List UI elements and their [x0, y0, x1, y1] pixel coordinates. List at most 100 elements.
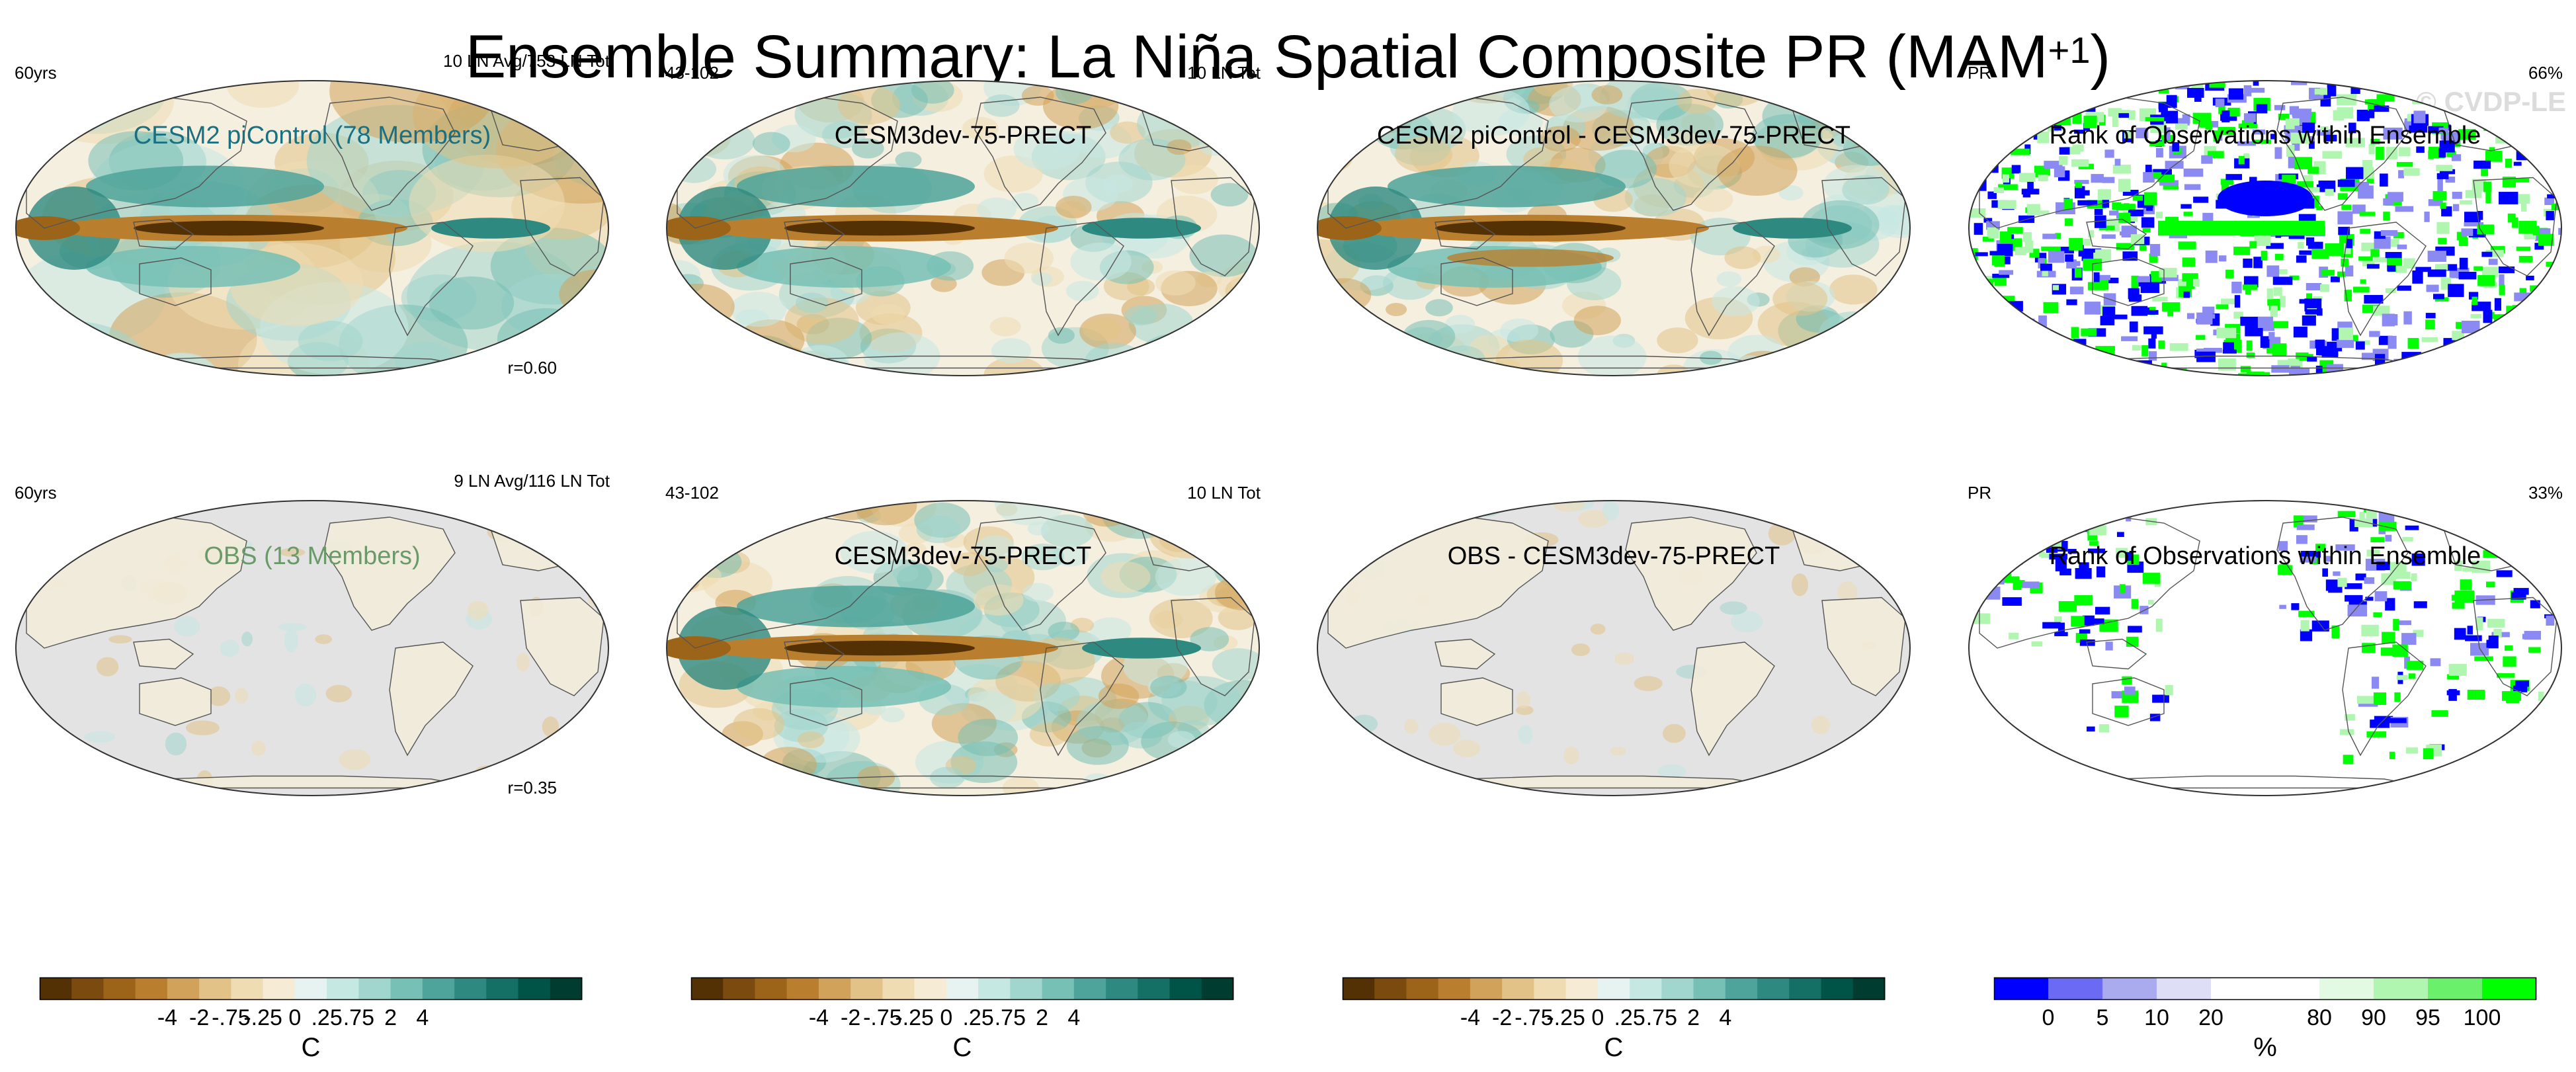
rank-cell — [2432, 190, 2447, 200]
rank-cell — [2455, 342, 2474, 349]
rank-cell — [2393, 581, 2411, 590]
rank-cell — [2488, 356, 2496, 364]
rank-cell — [2125, 552, 2133, 561]
atlantic-wet-band — [431, 218, 550, 239]
rank-cell — [2069, 286, 2084, 295]
anomaly-blob — [718, 81, 770, 114]
rank-cell — [2243, 153, 2250, 163]
rank-cell — [2094, 215, 2106, 228]
rank-cell — [2528, 137, 2543, 149]
rank-cell — [2448, 663, 2467, 676]
rank-cell — [2242, 284, 2257, 290]
rank-cell — [2062, 368, 2069, 376]
land-anomaly — [315, 634, 333, 644]
rank-cell — [2374, 105, 2389, 112]
rank-cell — [2042, 528, 2061, 542]
rank-cell — [2343, 755, 2354, 764]
anomaly-blob — [1199, 738, 1235, 761]
rank-cell — [2240, 316, 2259, 326]
rank-cell — [2436, 165, 2453, 171]
rank-cell — [2040, 263, 2052, 271]
rank-cell — [2128, 626, 2142, 633]
rank-cell — [2393, 231, 2404, 239]
anomaly-blob — [1111, 358, 1165, 376]
rank-cell — [2461, 320, 2480, 333]
anomaly-blob — [1040, 514, 1094, 548]
rank-cell — [2098, 369, 2106, 374]
rank-cell — [2538, 307, 2548, 315]
rank-cell — [2007, 559, 2023, 565]
rank-cell — [2341, 204, 2352, 210]
equatorial-dry-core — [1435, 220, 1626, 236]
rank-cell — [2158, 102, 2168, 112]
rank-cell — [2425, 319, 2435, 330]
anomaly-blob — [973, 584, 1024, 616]
variable-label: PR — [1968, 483, 1992, 503]
rank-cell — [2266, 265, 2280, 277]
rank-cell — [2452, 204, 2460, 212]
land-anomaly — [1731, 610, 1763, 633]
rank-cell — [2376, 146, 2384, 160]
rank-cell — [2155, 147, 2163, 158]
rank-cell — [2102, 200, 2110, 208]
land-anomaly — [516, 653, 530, 672]
rank-cell — [2452, 191, 2462, 199]
coastline-africa — [520, 177, 604, 276]
colorbar-swatches — [1342, 977, 1886, 1001]
rank-cell — [2022, 232, 2032, 242]
rank-cell — [2447, 674, 2460, 680]
rank-cell — [2464, 212, 2481, 226]
rank-cell — [2499, 192, 2518, 204]
rank-cell — [2087, 282, 2105, 290]
anomaly-blob — [669, 571, 700, 591]
rank-cell — [2467, 626, 2473, 635]
colorbar-swatch — [1852, 977, 1886, 1000]
colorbar-tick-label: 80 — [2307, 1005, 2332, 1030]
rank-cell — [1989, 251, 2006, 256]
rank-cell — [2445, 177, 2456, 183]
land-anomaly — [1791, 573, 1809, 597]
coastline-samerica — [1040, 222, 1124, 337]
rank-cell — [2519, 288, 2527, 296]
rank-cell — [2225, 269, 2234, 278]
rank-cell — [2184, 184, 2201, 190]
rank-cell — [2542, 157, 2552, 163]
rank-cell — [2098, 226, 2115, 231]
colorbar-swatch — [1406, 977, 1439, 1000]
rank-cell — [1998, 140, 2005, 151]
land-anomaly — [542, 716, 559, 737]
rank-cell — [2102, 177, 2115, 183]
panel-title: Rank of Observations within Ensemble — [2049, 122, 2481, 149]
rank-cell — [2074, 595, 2093, 606]
anomaly-blob — [559, 269, 608, 319]
rank-cell — [2333, 110, 2345, 121]
anomaly-blob — [1185, 763, 1259, 796]
rank-cell — [2345, 138, 2365, 147]
colorbar-swatch — [486, 977, 519, 1000]
rank-cell — [2183, 291, 2190, 298]
rank-cell — [2121, 336, 2138, 341]
rank-cell — [2467, 690, 2485, 700]
rank-cell — [2538, 233, 2554, 246]
rank-cell — [2358, 369, 2371, 376]
colorbar-swatch — [1201, 977, 1234, 1000]
rank-cell — [2528, 647, 2541, 653]
rank-cell — [2273, 287, 2282, 296]
rank-cell — [2041, 246, 2061, 251]
colorbar-swatch — [2157, 977, 2212, 1000]
rank-cell — [2485, 192, 2491, 204]
colorbar-tick-label: 5 — [2096, 1005, 2109, 1030]
rank-cell — [2518, 220, 2537, 234]
rank-cell — [2373, 692, 2387, 705]
anomaly-blob — [1317, 98, 1349, 121]
rank-cell — [2378, 530, 2386, 534]
rank-cell — [2011, 104, 2022, 114]
anomaly-blob — [761, 81, 783, 95]
rank-cell — [2114, 159, 2121, 166]
rank-cell — [2252, 140, 2272, 144]
rank-cell — [2148, 600, 2154, 605]
rank-cell — [2234, 295, 2241, 308]
colorbar-swatch — [2265, 977, 2320, 1000]
coastline-africa — [1821, 597, 1906, 696]
anomaly-blob — [904, 542, 927, 557]
